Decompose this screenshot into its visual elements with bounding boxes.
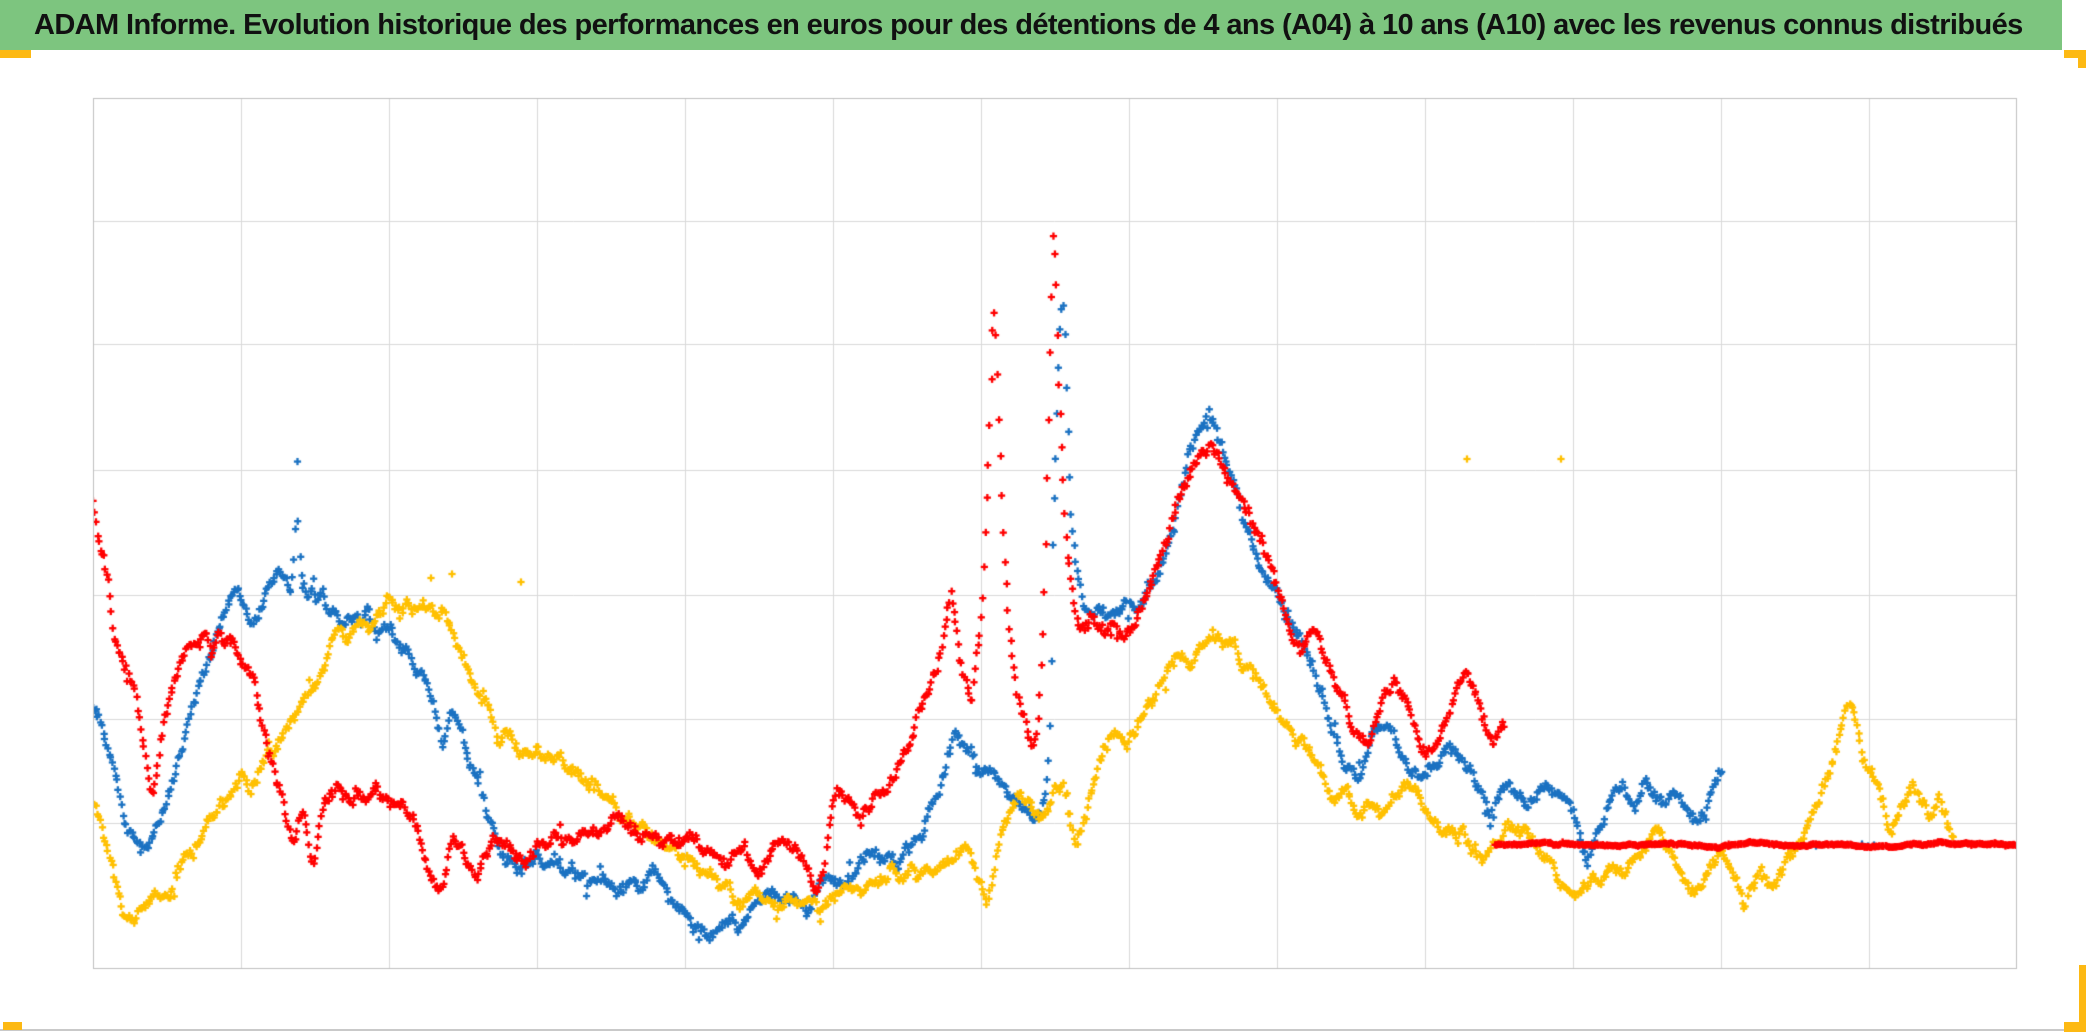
corner-mark-top-left [0,50,31,58]
corner-mark-top-right-h [2064,50,2086,58]
corner-mark-bottom-right-h [2064,1022,2086,1032]
page-title: ADAM Informe. Evolution historique des p… [34,8,2023,41]
corner-mark-bottom-left [3,1022,22,1030]
corner-mark-top-right-v [2078,50,2086,68]
corner-mark-bottom-right-v [2079,965,2086,1032]
title-bar: ADAM Informe. Evolution historique des p… [0,0,2062,50]
bottom-divider-line [0,1029,2086,1031]
